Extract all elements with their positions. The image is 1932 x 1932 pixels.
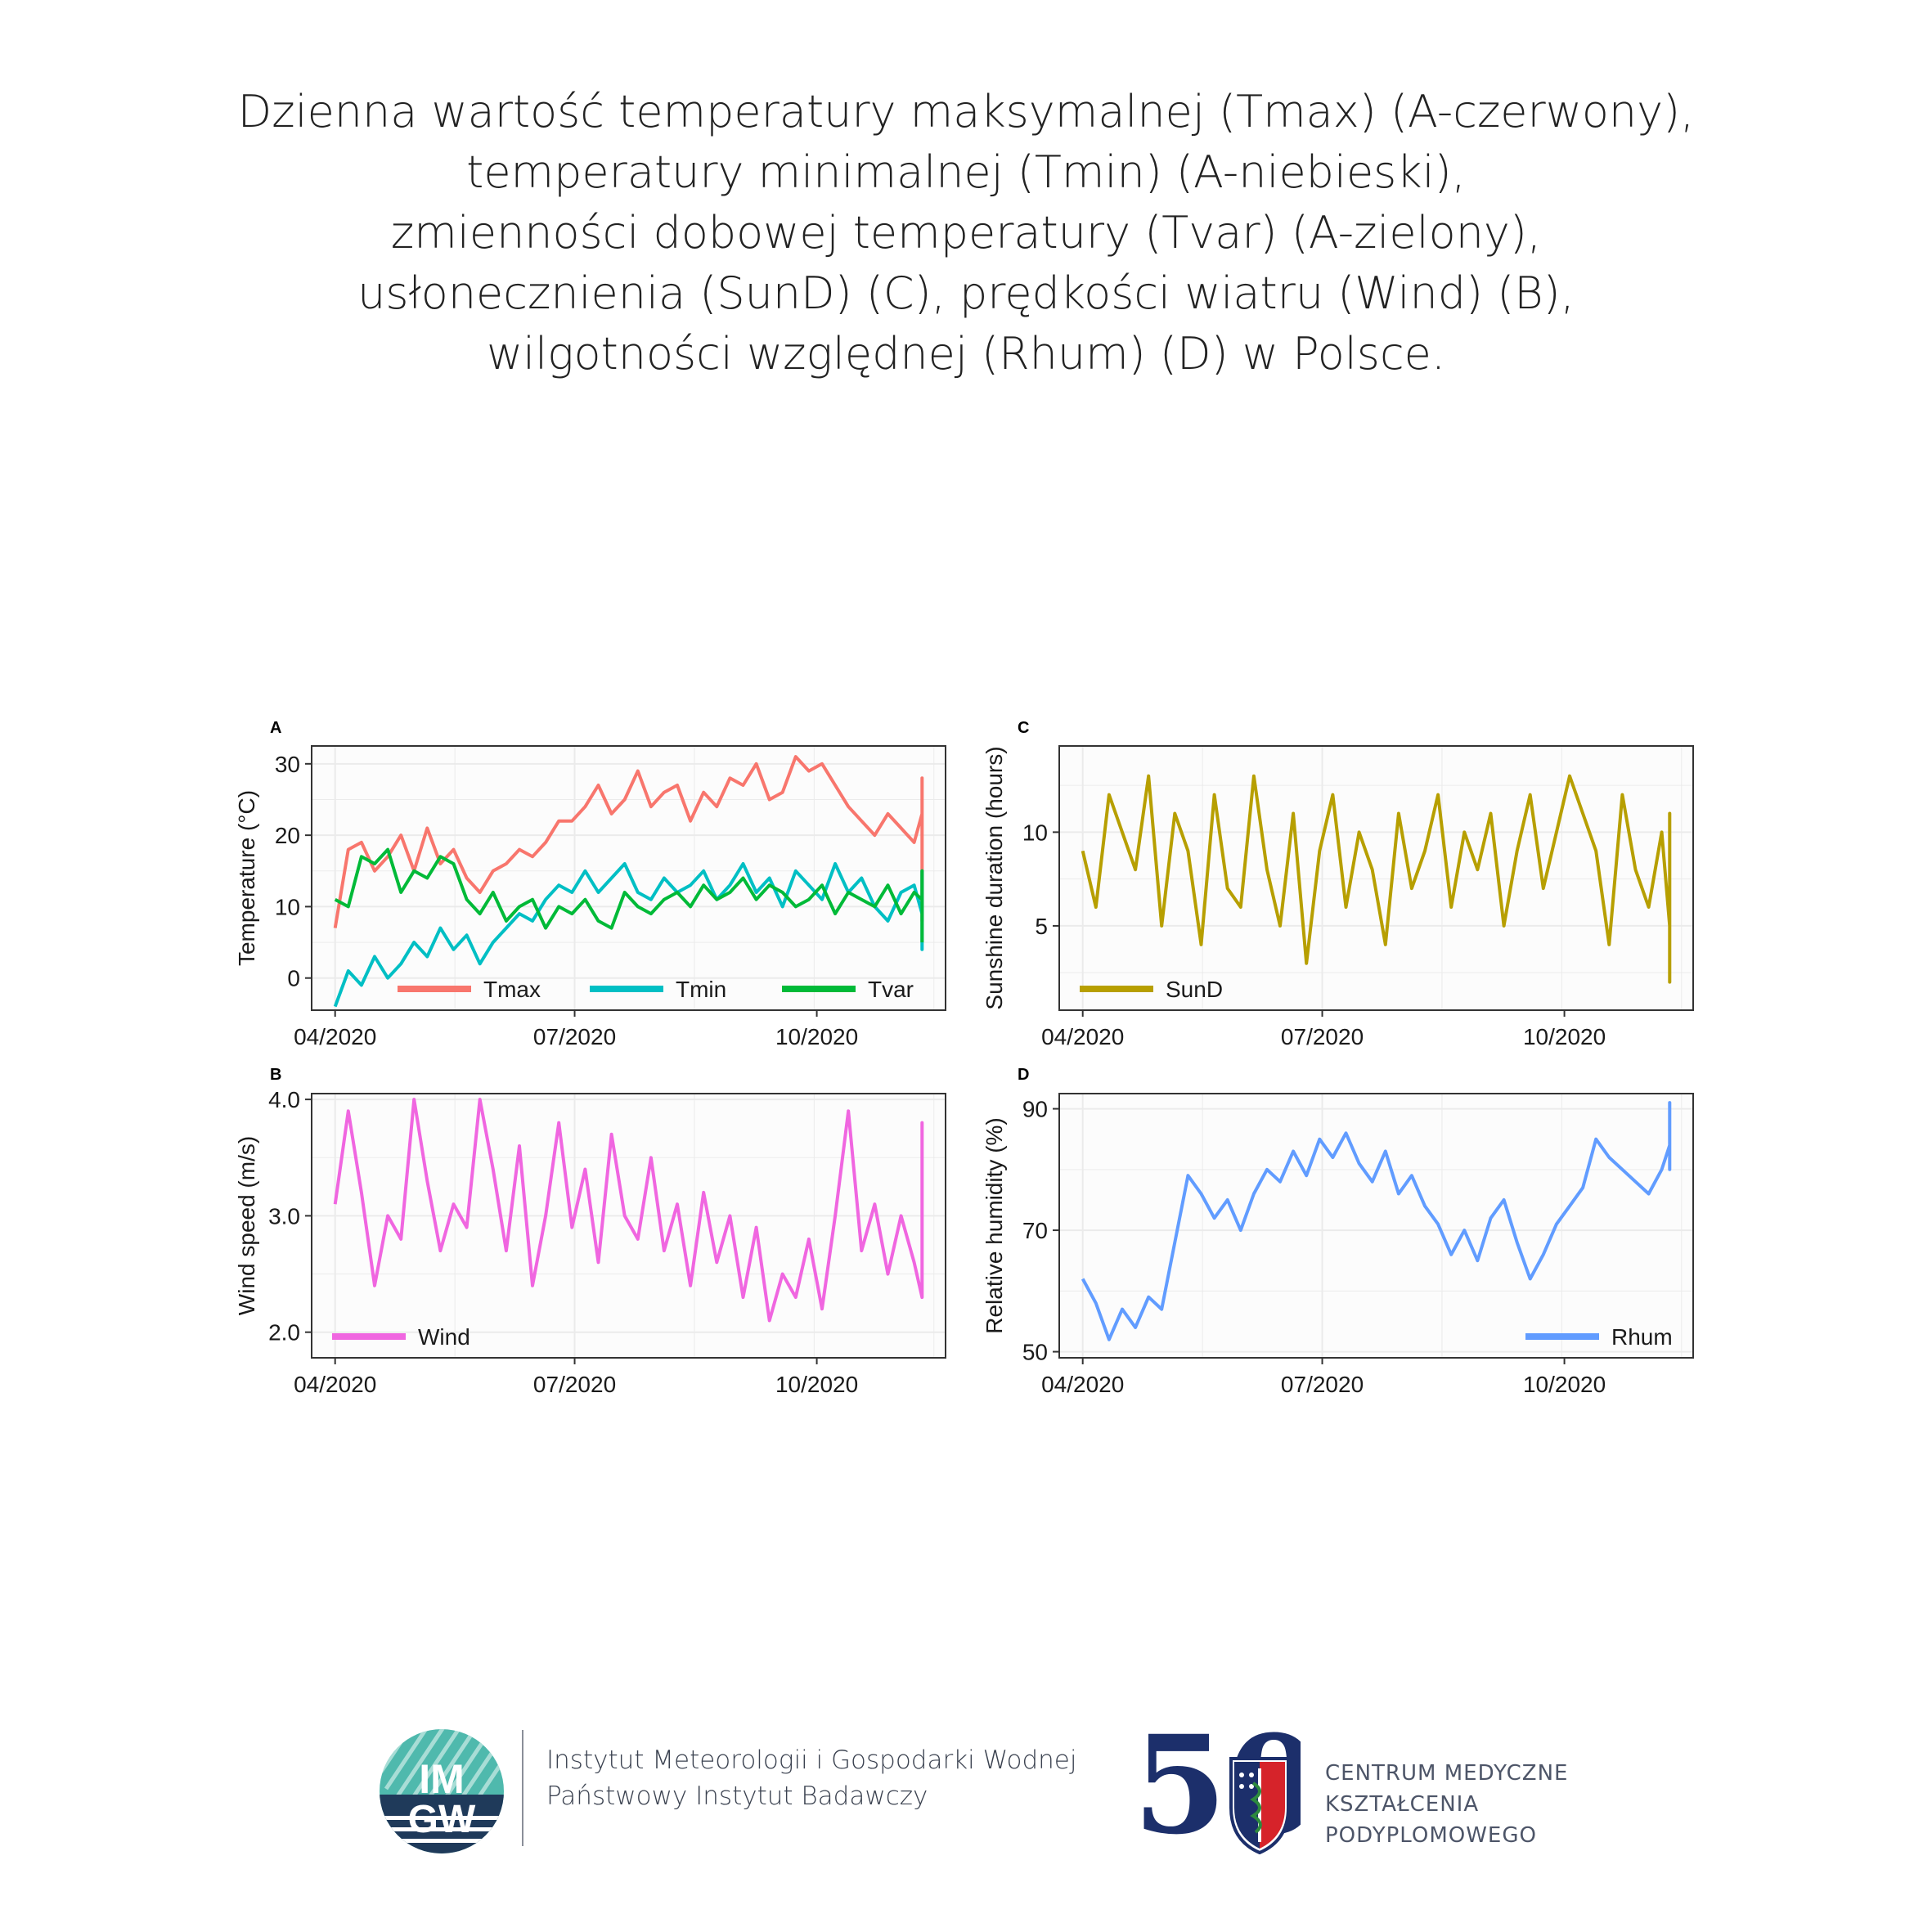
y-tick-label: 20: [275, 823, 300, 848]
y-axis-title: Wind speed (m/s): [234, 1136, 259, 1315]
x-tick-label: 04/2020: [294, 1024, 376, 1049]
x-tick-label: 04/2020: [294, 1372, 376, 1397]
imgw-logo-text-bottom: GW: [408, 1798, 476, 1841]
chart-panel-C: 5 10 04/2020 07/2020 10/2020 Sunshine duratio…: [982, 719, 1694, 1049]
cmkp-50-logo: 50: [1133, 1710, 1301, 1857]
y-tick-label: 5: [1035, 914, 1048, 939]
panel-letter: A: [270, 719, 281, 737]
cmkp-name-line3: PODYPLOMOWEGO: [1325, 1823, 1537, 1848]
plot-border: [311, 745, 946, 1011]
cmkp-shield-icon: [1229, 1757, 1290, 1855]
plot-background: [1059, 746, 1693, 1010]
y-tick-label: 90: [1022, 1097, 1048, 1122]
plot-border: [311, 1093, 946, 1359]
imgw-name-line2: Państwowy Instytut Badawczy: [546, 1781, 928, 1811]
x-tick-label: 10/2020: [775, 1372, 858, 1397]
y-axis-title: Sunshine duration (hours): [982, 746, 1007, 1009]
series-line-tmax: [333, 755, 924, 928]
series-line-sund: [1081, 774, 1672, 984]
legend-label-sund: SunD: [1166, 977, 1223, 1002]
cmkp-name-line1: CENTRUM MEDYCZNE: [1325, 1761, 1569, 1786]
legend-label-wind: Wind: [418, 1324, 470, 1350]
chart-panel-B: 2.0 3.0 4.0 04/2020 07/2020 10/2020 Wind speed…: [234, 1066, 946, 1397]
plot-background: [312, 746, 946, 1010]
panel-letter: C: [1018, 719, 1029, 737]
y-tick-label: 70: [1022, 1218, 1048, 1243]
title-line: usłonecznienia (SunD) (C), prędkości wia…: [357, 267, 1575, 319]
footer-divider: [522, 1730, 523, 1846]
series-line-rhum: [1081, 1101, 1672, 1341]
y-tick-label: 0: [287, 966, 300, 991]
cmkp-name-line2: KSZTAŁCENIA: [1325, 1792, 1480, 1817]
title-line: temperatury minimalnej (Tmin) (A-niebies…: [466, 146, 1466, 198]
legend-label-tvar: Tvar: [868, 977, 914, 1002]
legend-label-rhum: Rhum: [1611, 1324, 1673, 1350]
x-tick-label: 07/2020: [1281, 1372, 1364, 1397]
y-axis-title: Temperature (°C): [234, 790, 259, 966]
chart-panel-D: 50 70 90 04/2020 07/2020 10/2020 Relative humi…: [982, 1066, 1694, 1397]
legend-label-tmax: Tmax: [483, 977, 541, 1002]
chart-panel-A: 0 10 20 30 04/2020 07/2020 10/2020 Temperature …: [234, 719, 946, 1049]
x-tick-label: 04/2020: [1041, 1372, 1124, 1397]
plot-background: [1059, 1094, 1693, 1358]
y-tick-label: 2.0: [268, 1320, 300, 1346]
x-tick-label: 07/2020: [533, 1024, 616, 1049]
x-tick-label: 04/2020: [1041, 1024, 1124, 1049]
y-tick-label: 10: [1022, 820, 1048, 845]
y-tick-label: 4.0: [268, 1087, 300, 1112]
x-tick-label: 10/2020: [775, 1024, 858, 1049]
y-tick-label: 30: [275, 752, 300, 777]
title-line: wilgotności względnej (Rhum) (D) w Polsc…: [486, 328, 1446, 380]
title-line: zmienności dobowej temperatury (Tvar) (A…: [390, 207, 1542, 258]
imgw-logo: IM GW: [380, 1729, 504, 1853]
x-tick-label: 07/2020: [1281, 1024, 1364, 1049]
x-tick-label: 10/2020: [1523, 1024, 1606, 1049]
series-line-tvar: [334, 847, 924, 943]
y-tick-label: 3.0: [268, 1203, 300, 1229]
x-tick-label: 10/2020: [1523, 1372, 1606, 1397]
y-axis-title: Relative humidity (%): [982, 1117, 1007, 1334]
series-line-wind: [333, 1098, 924, 1323]
title-line: Dzienna wartość temperatury maksymalnej …: [237, 86, 1695, 137]
x-tick-label: 07/2020: [533, 1372, 616, 1397]
panel-letter: B: [270, 1066, 281, 1084]
legend-label-tmin: Tmin: [676, 977, 726, 1002]
y-tick-label: 50: [1022, 1340, 1048, 1365]
plot-border: [1058, 1093, 1694, 1359]
imgw-logo-text-top: IM: [419, 1756, 465, 1802]
figure-title: Dzienna wartość temperatury maksymalnej …: [0, 82, 1932, 384]
panel-letter: D: [1018, 1066, 1029, 1084]
y-tick-label: 10: [275, 894, 300, 919]
imgw-name-line1: Instytut Meteorologii i Gospodarki Wodne…: [546, 1746, 1077, 1775]
plot-border: [1058, 745, 1694, 1011]
